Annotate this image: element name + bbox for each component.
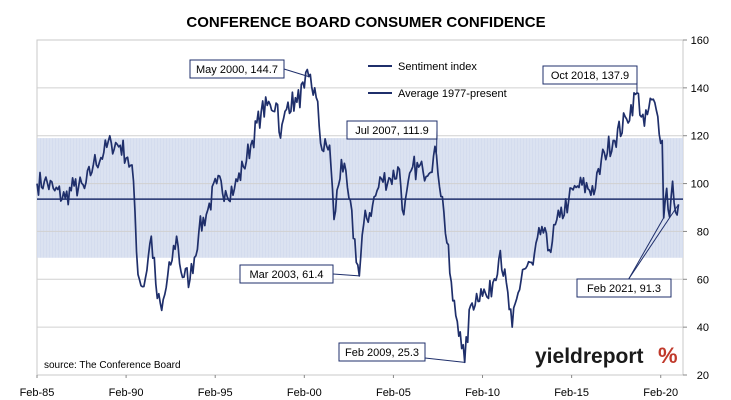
annotation-callout: Feb 2009, 25.3 (338, 342, 465, 363)
annotation-callout: Mar 2003, 61.4 (239, 264, 360, 284)
y-tick-label: 60 (697, 274, 709, 286)
annotation-callout: Jul 2007, 111.9 (346, 120, 438, 156)
x-tick-label: Feb-90 (109, 387, 144, 399)
series-line-sentiment (36, 68, 680, 364)
x-tick-label: Feb-05 (376, 387, 411, 399)
band-layer (37, 138, 683, 258)
annotation-label: Oct 2018, 137.9 (551, 70, 629, 82)
x-tick-label: Feb-15 (554, 387, 589, 399)
axis-layer: 20 40 60 80 100 120 140 160 Feb-85 Feb-90 Feb-95 Fe… (20, 35, 709, 399)
y-tick-label: 100 (691, 179, 709, 191)
annotation-callout: Feb 2021, 91.3 (576, 204, 679, 298)
annotation-leader (628, 204, 679, 280)
y-tick-label: 40 (697, 322, 709, 334)
legend-item: Sentiment index (368, 61, 477, 73)
legend: Sentiment index Average 1977-present (368, 61, 507, 100)
annotation-label: Feb 2009, 25.3 (345, 347, 419, 359)
y-tick-label: 20 (697, 370, 709, 382)
y-tick-label: 120 (691, 131, 709, 143)
annotation-label: May 2000, 144.7 (196, 64, 278, 76)
annotation-box (576, 278, 672, 298)
annotation-box (338, 342, 426, 362)
annotation-callout: May 2000, 144.7 (189, 59, 309, 79)
legend-item: Average 1977-present (368, 88, 507, 100)
annotation-label: Mar 2003, 61.4 (250, 269, 324, 281)
brand-percent-icon: % (658, 343, 678, 368)
series-layer (36, 68, 680, 364)
x-tick-label: Feb-10 (465, 387, 500, 399)
legend-label: Sentiment index (398, 61, 477, 73)
brand-text: yieldreport (535, 345, 644, 368)
source-note: source: The Conference Board (44, 360, 181, 371)
annotation-leader (332, 273, 360, 277)
annotation-layer: May 2000, 144.7 Mar 2003, 61.4 Jul 2007, 1… (189, 59, 679, 363)
annotation-callout: Oct 2018, 137.9 (542, 65, 638, 93)
annotation-leader (628, 217, 665, 280)
annotation-label: Feb 2021, 91.3 (587, 283, 661, 295)
x-tick-label: Feb-85 (20, 387, 55, 399)
annotation-leader (424, 357, 465, 363)
annotation-label: Jul 2007, 111.9 (355, 125, 429, 137)
band-hatch (38, 138, 682, 258)
brand-logo: yieldreport % (535, 343, 678, 368)
x-tick-label: Feb-95 (198, 387, 233, 399)
annotation-leader (283, 68, 309, 78)
x-tick-label: Feb-20 (643, 387, 678, 399)
y-tick-label: 80 (697, 226, 709, 238)
y-tick-label: 160 (691, 35, 709, 47)
annotation-leader (435, 129, 438, 156)
y-tick-label: 140 (691, 83, 709, 95)
x-tick-label: Feb-00 (287, 387, 322, 399)
chart-title: CONFERENCE BOARD CONSUMER CONFIDENCE (186, 14, 545, 31)
legend-label: Average 1977-present (398, 88, 507, 100)
